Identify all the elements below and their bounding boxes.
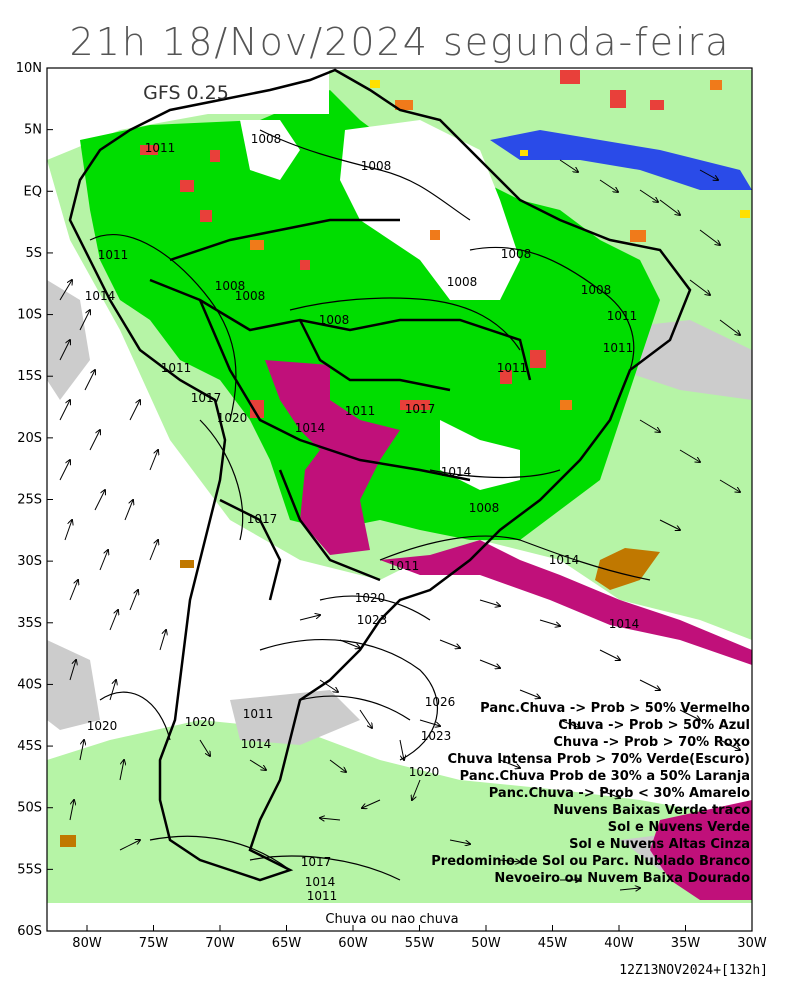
isobar-label: 1011: [345, 404, 376, 418]
isobar-label: 1014: [305, 875, 336, 889]
lat-tick-label: 35S: [17, 616, 42, 631]
fog-area: [595, 548, 660, 590]
isobar-label: 1017: [247, 512, 278, 526]
legend-entry: Chuva -> Prob > 50% Azul: [558, 718, 750, 733]
legend-entry: Nuvens Baixas Verde traco: [553, 803, 750, 818]
lat-tick-label: 20S: [17, 431, 42, 446]
isobar-label: 1017: [191, 391, 222, 405]
isobar-label: 1014: [85, 289, 116, 303]
isobar-label: 1008: [319, 313, 350, 327]
lat-tick-label: 25S: [17, 493, 42, 508]
legend: Panc.Chuva -> Prob > 50% Vermelho Chuva -…: [431, 701, 750, 886]
isobar-label: 1020: [217, 411, 248, 425]
lon-tick-label: 75W: [139, 936, 169, 951]
legend-entry: Panc.Chuva Prob de 30% a 50% Laranja: [460, 769, 750, 784]
lat-tick-label: EQ: [24, 184, 42, 199]
isobar-label: 1023: [421, 729, 452, 743]
legend-entry: Panc.Chuva -> Prob < 30% Amarelo: [489, 786, 750, 801]
isobar-label: 1011: [243, 707, 274, 721]
isobar-label: 1020: [409, 765, 440, 779]
lat-tick-label: 5N: [24, 123, 42, 138]
isobar-label: 1008: [215, 279, 246, 293]
latitude-axis: 10N 5N EQ 5S 10S 15S 20S 25S 30S 35S 40S 45S 50S 55S 6…: [16, 61, 53, 939]
lon-tick-label: 55W: [405, 936, 435, 951]
isobar-label: 1011: [603, 341, 634, 355]
isobar-label: 1011: [389, 559, 420, 573]
isobar-label: 1014: [609, 617, 640, 631]
lat-tick-label: 45S: [17, 739, 42, 754]
isobar-label: 1008: [361, 159, 392, 173]
legend-entry: Chuva Intensa Prob > 70% Verde(Escuro): [447, 752, 750, 767]
lat-tick-label: 10S: [17, 308, 42, 323]
lat-tick-label: 50S: [17, 801, 42, 816]
legend-entry: Chuva -> Prob > 70% Roxo: [553, 735, 750, 750]
lat-tick-label: 55S: [17, 862, 42, 877]
isobar-label: 1017: [405, 402, 436, 416]
isobar-label: 1017: [301, 855, 332, 869]
legend-entry: Sol e Nuvens Altas Cinza: [569, 837, 750, 852]
isobar-label: 1011: [497, 361, 528, 375]
isobar-label: 1008: [235, 289, 266, 303]
isobar-label: 1020: [355, 591, 386, 605]
lat-tick-label: 15S: [17, 369, 42, 384]
isobar-label: 1011: [307, 889, 338, 903]
isobar-label: 1026: [425, 695, 456, 709]
rain-area-north: [80, 90, 660, 540]
model-label: GFS 0.25: [143, 82, 229, 104]
lon-tick-label: 40W: [604, 936, 634, 951]
run-label: 12Z13NOV2024+[132h]: [619, 963, 768, 978]
lat-tick-label: 30S: [17, 554, 42, 569]
isobar-label: 1023: [357, 613, 388, 627]
lat-tick-label: 5S: [25, 246, 42, 261]
lon-tick-label: 80W: [72, 936, 102, 951]
isobar-label: 1011: [98, 248, 129, 262]
blue-rain: [490, 130, 752, 190]
lat-tick-label: 10N: [16, 61, 42, 76]
isobar-label: 1011: [607, 309, 638, 323]
map-fields: [47, 68, 752, 931]
isobar-label: 1008: [581, 283, 612, 297]
lon-tick-label: 70W: [205, 936, 235, 951]
lat-tick-label: 40S: [17, 677, 42, 692]
lon-tick-label: 45W: [538, 936, 568, 951]
lon-tick-label: 65W: [272, 936, 302, 951]
isobar-label: 1014: [549, 553, 580, 567]
isobar-label: 1011: [145, 141, 176, 155]
isobar-label: 1008: [501, 247, 532, 261]
legend-entry: Panc.Chuva -> Prob > 50% Vermelho: [480, 701, 750, 716]
isobar-label: 1020: [185, 715, 216, 729]
isobar-label: 1014: [295, 421, 326, 435]
legend-entry: Nevoeiro ou Nuvem Baixa Dourado: [494, 871, 750, 886]
legend-entry: Sol e Nuvens Verde: [608, 820, 750, 835]
isobar-labels: 1011100810081008100810111014100810081008…: [85, 132, 640, 903]
isobar-label: 1011: [161, 361, 192, 375]
isobar-label: 1014: [441, 465, 472, 479]
lon-tick-label: 35W: [671, 936, 701, 951]
isobar-label: 1014: [241, 737, 272, 751]
isobar-label: 1008: [469, 501, 500, 515]
isobar-label: 1008: [447, 275, 478, 289]
lat-tick-label: 60S: [17, 924, 42, 939]
wind-arrows: [59, 159, 740, 890]
lon-tick-label: 60W: [338, 936, 368, 951]
map-title: 21h 18/Nov/2024 segunda-feira: [69, 20, 731, 64]
lon-tick-label: 30W: [737, 936, 767, 951]
isobar-label: 1020: [87, 719, 118, 733]
longitude-axis: 80W 75W 70W 65W 60W 55W 50W 45W 40W 35W 30W: [72, 925, 767, 951]
lon-tick-label: 50W: [471, 936, 501, 951]
isobar-label: 1008: [251, 132, 282, 146]
purple-rain: [265, 360, 400, 555]
legend-entry: Predominio de Sol ou Parc. Nublado Branc…: [431, 854, 750, 869]
bottom-label: Chuva ou nao chuva: [325, 912, 458, 927]
isobars: [89, 129, 651, 881]
